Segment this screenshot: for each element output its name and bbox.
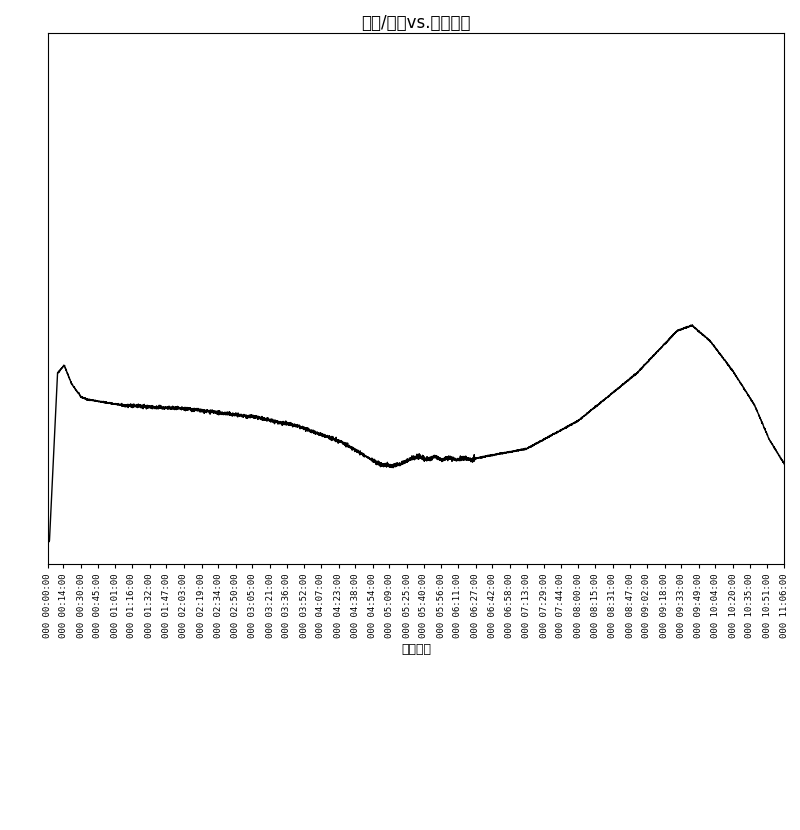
X-axis label: 运行时间: 运行时间: [401, 643, 431, 657]
Title: 电压/电流vs.运行时间: 电压/电流vs.运行时间: [362, 13, 470, 32]
